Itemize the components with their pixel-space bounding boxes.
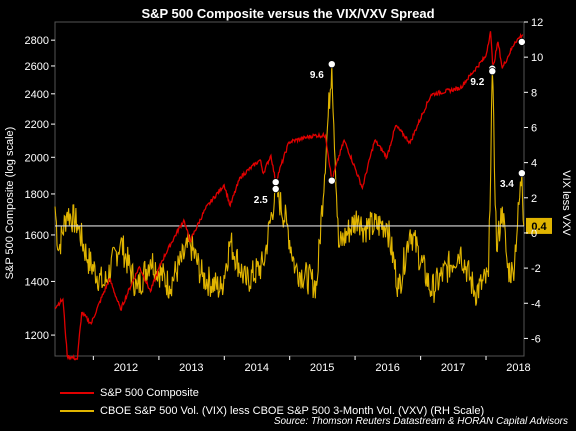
reference-line-label: 0.4 [531,221,547,233]
legend-item-vix: CBOE S&P 500 Vol. (VIX) less CBOE S&P 50… [60,402,484,420]
y2-tick-label: 12 [531,17,543,29]
x-tick-label: 2017 [441,362,465,374]
y2-tick-label: -2 [531,263,541,275]
legend-item-spx: S&P 500 Composite [60,384,484,402]
chart-title: S&P 500 Composite versus the VIX/VXV Spr… [141,6,435,21]
y2-tick-label: -4 [531,298,541,310]
annotation-marker-spx [517,37,526,46]
annotation-marker-spread [327,60,336,69]
annotation-label: 2.5 [254,195,268,206]
y-tick-label: 1400 [25,276,49,288]
y2-tick-label: 10 [531,52,543,64]
annotation-label: 3.4 [500,179,514,190]
y2-tick-label: 8 [531,87,537,99]
markers: 2.5 9.6 9.2 3.4 [254,37,526,206]
legend-swatch-vix [60,410,94,412]
x-tick-label: 2016 [375,362,399,374]
annotation-marker-spread [517,169,526,178]
x-tick-label: 2015 [310,362,334,374]
axes [54,21,525,357]
y2-tick-label: 0 [531,228,537,240]
annotation-label: 9.2 [470,77,484,88]
legend-label-vix: CBOE S&P 500 Vol. (VIX) less CBOE S&P 50… [100,405,485,417]
series-line-vix-less-vxv [54,64,525,306]
x-tick-label: 2018 [506,362,530,374]
series-line-spx [54,31,524,361]
y-tick-label: 1800 [25,189,49,201]
y-tick-label: 2200 [25,119,49,131]
x-tick-label: 2012 [114,362,138,374]
y2-tick-label: 2 [531,193,537,205]
legend-swatch-spx [60,392,94,394]
legend: S&P 500 Composite CBOE S&P 500 Vol. (VIX… [60,384,484,420]
y-tick-label: 2400 [25,89,49,101]
source-note: Source: Thomson Reuters Datastream & HOR… [273,416,568,427]
legend-label-spx: S&P 500 Composite [100,387,199,399]
plot-frame [54,21,525,357]
annotation-marker-spx [327,176,336,185]
y2-tick-label: -6 [531,333,541,345]
y-tick-label: 1600 [25,230,49,242]
x-tick-label: 2013 [179,362,203,374]
y-tick-label: 2800 [25,35,49,47]
x-tick-label: 2014 [244,362,268,374]
reference-line-badge [526,217,552,234]
y-tick-label: 2000 [25,152,49,164]
annotation-marker-spread [271,184,280,193]
y-tick-label: 2600 [25,61,49,73]
y2-axis-label: VIX less VXV [560,170,572,236]
annotation-marker-spread [488,67,497,76]
annotation-marker-spx [271,178,280,187]
y2-tick-label: 4 [531,158,537,170]
ticks: 1200 1400 1600 1800 2000 2200 2400 2600 2800 -6 -4… [25,17,544,374]
series-layer: 0.4 [54,31,552,361]
annotation-label: 9.6 [310,70,324,81]
y-tick-label: 1200 [25,330,49,342]
y2-tick-label: 6 [531,122,537,134]
y-axis-label: S&P 500 Composite (log scale) [4,127,16,280]
